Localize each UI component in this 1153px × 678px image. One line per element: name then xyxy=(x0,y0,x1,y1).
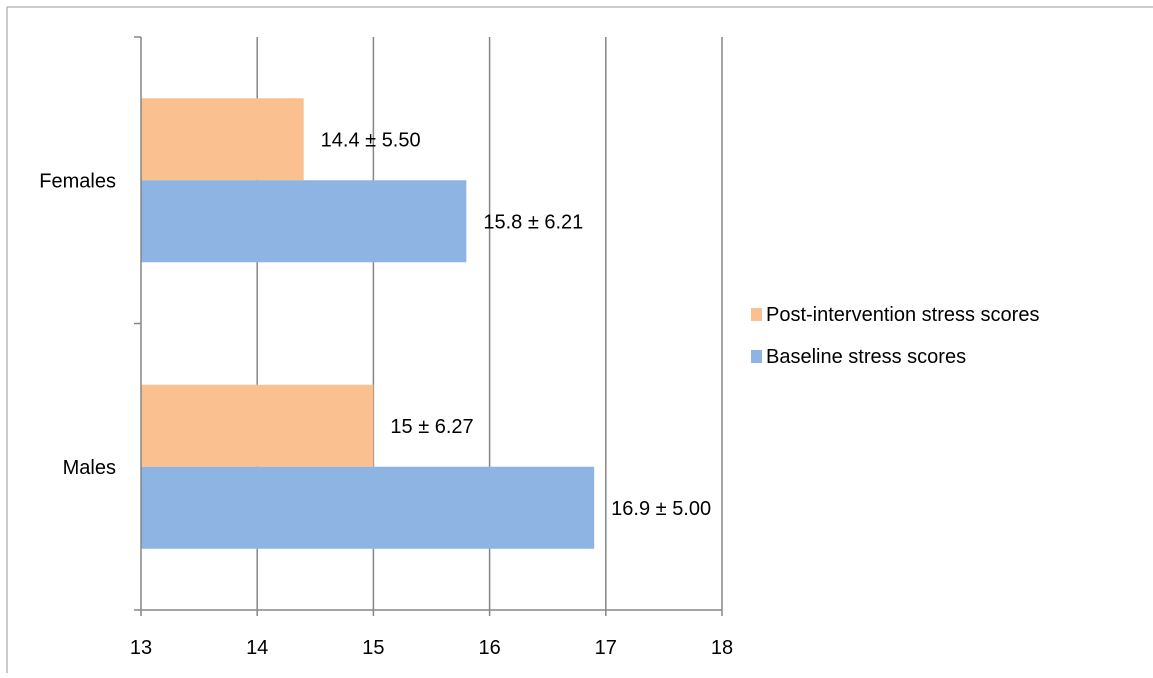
data-label: 15 ± 6.27 xyxy=(390,416,473,438)
bar xyxy=(141,467,594,549)
x-tick-label: 16 xyxy=(478,637,500,659)
category-label: Males xyxy=(63,457,116,479)
legend-label: Post-intervention stress scores xyxy=(766,304,1039,326)
bar xyxy=(141,385,373,467)
legend-swatch xyxy=(751,350,762,363)
legend-label: Baseline stress scores xyxy=(766,346,966,368)
x-tick-label: 14 xyxy=(246,637,268,659)
x-tick-label: 15 xyxy=(362,637,384,659)
bar xyxy=(141,180,466,262)
x-tick-label: 17 xyxy=(595,637,617,659)
data-label: 16.9 ± 5.00 xyxy=(611,498,711,520)
bar xyxy=(141,98,304,180)
x-tick-label: 13 xyxy=(130,637,152,659)
x-tick-label: 18 xyxy=(711,637,733,659)
data-label: 15.8 ± 6.21 xyxy=(483,211,583,233)
legend-swatch xyxy=(751,308,762,321)
data-label: 14.4 ± 5.50 xyxy=(321,129,421,151)
category-label: Females xyxy=(39,170,116,192)
